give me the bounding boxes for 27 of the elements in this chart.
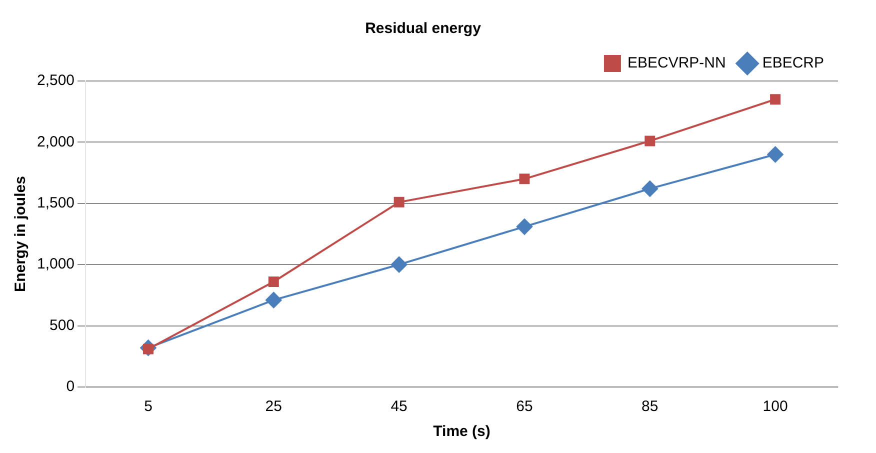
x-tick-label: 100 xyxy=(762,398,788,416)
y-tick-label: 500 xyxy=(50,316,75,334)
x-tick-label: 5 xyxy=(144,398,152,416)
point xyxy=(644,136,656,146)
point xyxy=(268,276,279,287)
x-tick-label: 45 xyxy=(390,398,408,416)
x-axis-title: Time (s) xyxy=(433,423,490,440)
point xyxy=(642,180,658,197)
point xyxy=(519,174,530,184)
point xyxy=(767,146,784,162)
y-tick-label: 1,500 xyxy=(36,194,75,212)
y-axis-title: Energy in joules xyxy=(12,176,30,292)
point xyxy=(266,292,282,308)
legend-label: EBECVRP-NN xyxy=(627,54,726,72)
x-tick-label: 25 xyxy=(265,398,282,416)
point xyxy=(394,196,404,208)
chart-title: Residual energy xyxy=(365,20,482,38)
y-tick-label: 2,500 xyxy=(36,72,75,90)
point xyxy=(516,218,532,235)
legend-label: EBECRP xyxy=(762,54,824,72)
y-tick-label: 1,000 xyxy=(36,256,75,273)
point xyxy=(391,256,408,273)
point xyxy=(770,94,781,105)
y-tick-label: 0 xyxy=(66,378,75,396)
x-tick-label: 85 xyxy=(642,398,658,416)
y-tick-label: 2,000 xyxy=(36,133,75,150)
x-tick-label: 65 xyxy=(516,398,533,416)
